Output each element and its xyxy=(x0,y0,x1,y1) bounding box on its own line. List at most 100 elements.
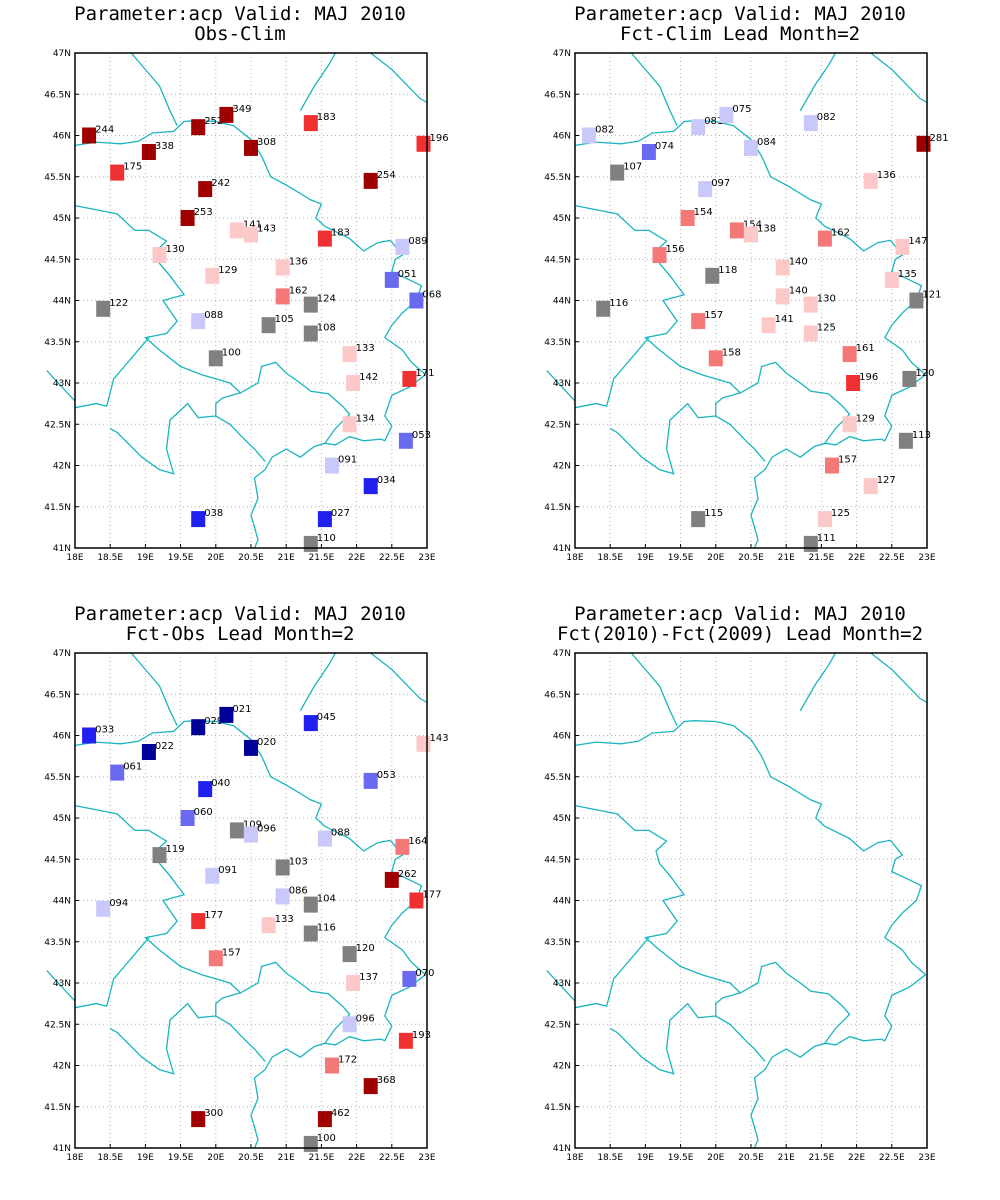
station-value-label: 138 xyxy=(757,224,776,235)
station-marker xyxy=(761,317,776,334)
station-marker xyxy=(325,1057,339,1074)
station-marker xyxy=(363,478,378,495)
x-tick-label: 20E xyxy=(207,553,224,563)
x-tick-label: 22.5E xyxy=(879,553,905,563)
station-value-label: 157 xyxy=(704,310,723,321)
station-marker xyxy=(842,416,857,433)
station-marker xyxy=(363,172,378,189)
y-tick-label: 45N xyxy=(53,214,71,224)
y-tick-label: 43.5N xyxy=(44,938,71,948)
station-marker xyxy=(691,313,706,330)
border-line xyxy=(299,52,337,112)
panel-subtitle: Obs-Clim xyxy=(194,23,286,45)
station-value-label: 254 xyxy=(377,170,396,181)
x-tick-label: 23E xyxy=(418,553,435,563)
x-tick-label: 22E xyxy=(348,1153,365,1163)
panel-title: Parameter:acp Valid: MAJ 2010 xyxy=(574,603,906,625)
x-tick-label: 19.5E xyxy=(668,553,694,563)
station-marker xyxy=(803,115,818,132)
border-line xyxy=(870,652,928,704)
station-marker xyxy=(817,511,832,528)
station-value-label: 130 xyxy=(817,294,836,305)
station-marker xyxy=(198,181,213,198)
station-marker xyxy=(775,259,790,276)
station-marker xyxy=(303,896,318,913)
station-marker xyxy=(596,300,611,317)
x-tick-label: 19E xyxy=(637,553,654,563)
station-value-label: 338 xyxy=(155,141,174,152)
station-marker xyxy=(152,847,167,864)
border-line xyxy=(74,204,241,394)
x-tick-label: 21.5E xyxy=(309,1153,335,1163)
border-line xyxy=(380,374,426,442)
station-marker xyxy=(775,288,790,305)
station-value-label: 177 xyxy=(422,890,441,901)
station-value-label: 162 xyxy=(831,228,850,239)
station-marker xyxy=(729,222,744,239)
station-value-label: 196 xyxy=(430,133,449,144)
station-value-label: 081 xyxy=(704,116,723,127)
station-value-label: 143 xyxy=(257,224,276,235)
x-tick-label: 21E xyxy=(278,1153,295,1163)
y-tick-label: 42.5N xyxy=(44,420,71,430)
station-marker xyxy=(96,300,111,317)
border-line xyxy=(750,1035,882,1149)
station-value-label: 175 xyxy=(123,162,142,173)
border-line xyxy=(880,374,926,442)
station-marker xyxy=(825,457,839,474)
x-tick-label: 22.5E xyxy=(379,553,405,563)
station-marker xyxy=(652,247,667,264)
y-tick-label: 41N xyxy=(553,1144,571,1154)
y-tick-label: 46N xyxy=(553,732,571,742)
station-value-label: 157 xyxy=(838,455,857,466)
y-tick-label: 43N xyxy=(553,979,571,989)
x-tick-label: 19.5E xyxy=(668,1153,694,1163)
panel-title: Parameter:acp Valid: MAJ 2010 xyxy=(74,3,406,25)
station-value-label: 242 xyxy=(211,178,230,189)
y-tick-label: 45.5N xyxy=(544,173,571,183)
station-value-label: 027 xyxy=(331,508,350,519)
station-marker xyxy=(317,830,332,847)
station-marker xyxy=(342,416,357,433)
station-marker xyxy=(191,1111,206,1128)
station-marker xyxy=(416,735,431,752)
station-marker xyxy=(395,238,410,255)
station-marker xyxy=(803,325,818,342)
panel-fct-diff: Parameter:acp Valid: MAJ 2010 Fct(2010)-… xyxy=(500,600,980,1180)
y-tick-label: 43.5N xyxy=(544,338,571,348)
station-marker xyxy=(205,867,220,884)
station-marker xyxy=(275,859,290,876)
station-value-label: 105 xyxy=(275,314,294,325)
station-marker xyxy=(96,900,111,917)
station-marker xyxy=(744,139,758,156)
station-value-label: 308 xyxy=(257,137,276,148)
station-marker xyxy=(691,511,706,528)
x-tick-label: 21.5E xyxy=(309,553,335,563)
y-tick-label: 42.5N xyxy=(44,1020,71,1030)
station-value-label: 068 xyxy=(422,290,441,301)
y-tick-label: 42.5N xyxy=(544,420,571,430)
station-value-label: 300 xyxy=(204,1108,223,1119)
border-line xyxy=(574,337,650,409)
x-tick-label: 18.5E xyxy=(97,553,123,563)
station-marker xyxy=(744,226,758,243)
station-marker xyxy=(244,139,258,156)
station-value-label: 154 xyxy=(694,207,713,218)
map-svg: 18E 18.5E 19E 19.5E 20E 20.5E 21E 21.5E 22E 22.5E… xyxy=(544,649,936,1163)
y-tick-label: 41.5N xyxy=(544,503,571,513)
station-value-label: 111 xyxy=(817,533,836,544)
y-tick-label: 47N xyxy=(553,649,571,659)
x-tick-label: 20.5E xyxy=(738,1153,764,1163)
station-marker xyxy=(219,706,234,723)
border-line xyxy=(109,402,216,475)
border-line xyxy=(799,652,837,712)
station-value-label: 082 xyxy=(595,125,614,136)
station-value-label: 162 xyxy=(289,285,308,296)
axis-ticks: 18E 18.5E 19E 19.5E 20E 20.5E 21E 21.5E 22E 22.5E… xyxy=(44,649,436,1163)
station-value-label: 119 xyxy=(166,844,185,855)
border-line xyxy=(630,652,678,726)
station-value-label: 196 xyxy=(859,372,878,383)
